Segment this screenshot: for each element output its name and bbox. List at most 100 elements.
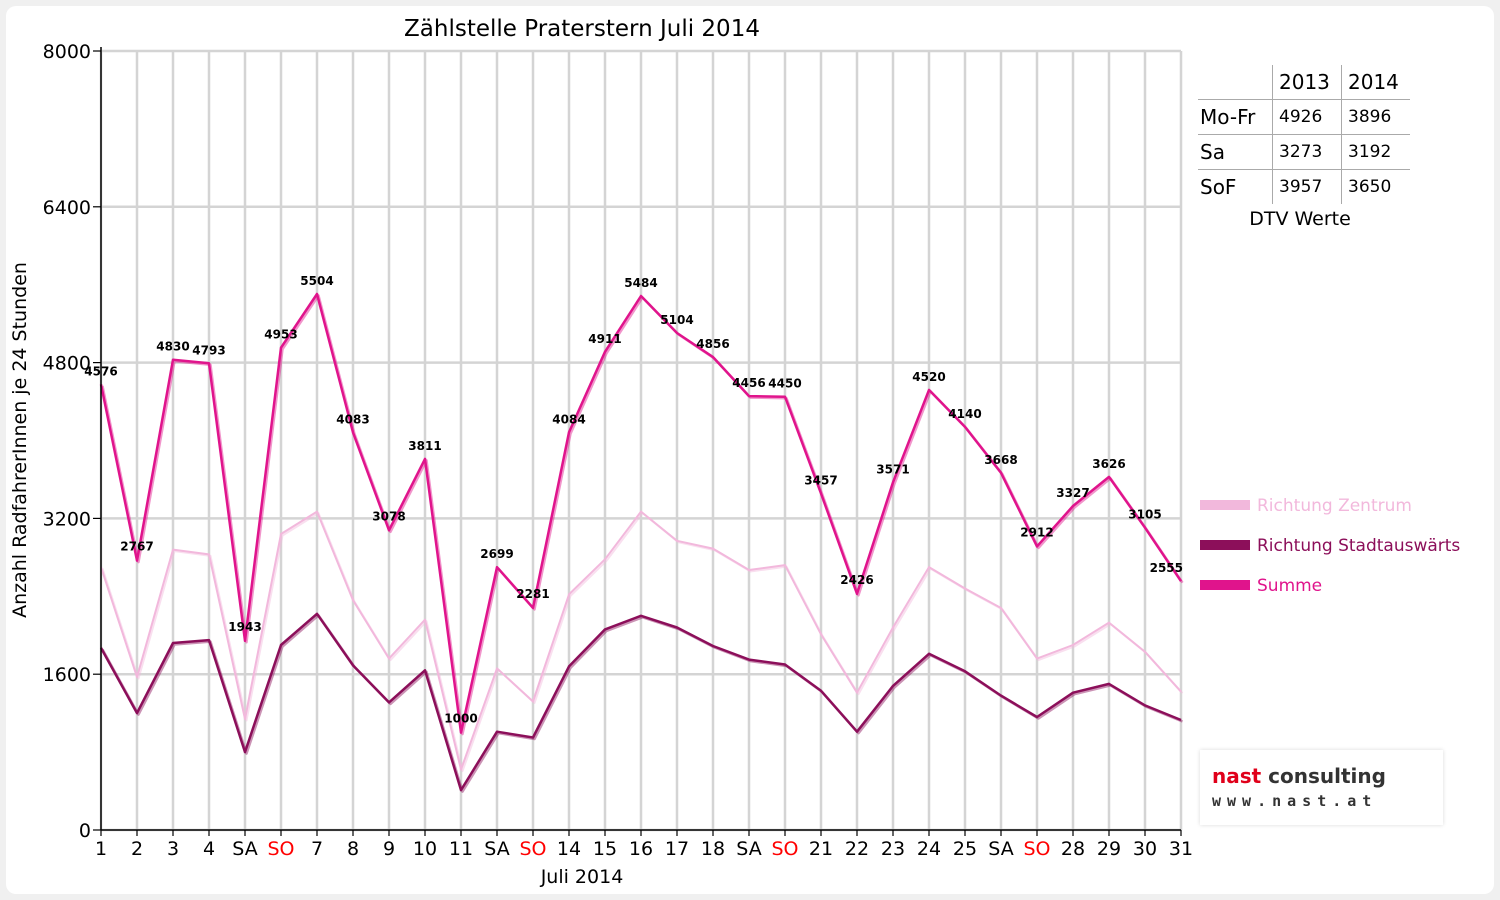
x-tick-label: SO [519, 838, 546, 860]
data-label: 5104 [660, 313, 693, 327]
legend-swatch [1200, 580, 1250, 590]
dtv-row-label: Mo-Fr [1198, 99, 1273, 135]
x-tick-label: SO [267, 838, 294, 860]
x-tick-label: 7 [311, 838, 323, 860]
x-tick-label: 4 [203, 838, 215, 860]
data-label: 4856 [696, 337, 729, 351]
dtv-value: 3192 [1341, 134, 1410, 170]
x-tick-labels: 1 2 3 4 SA SO 7 8 9 10 11 SA SO 14 15 16 17 18 SA SO 21 22 23 2… [95, 838, 1193, 860]
data-label: 4520 [912, 370, 945, 384]
x-tick-label: 8 [347, 838, 359, 860]
legend-swatch [1200, 540, 1250, 550]
data-label: 3668 [984, 453, 1017, 467]
data-label: 2555 [1150, 561, 1183, 575]
table-row: Mo-Fr 4926 3896 [1198, 99, 1410, 135]
x-tick-label: SO [1023, 838, 1050, 860]
dtv-caption: DTV Werte [1249, 208, 1351, 230]
nast-consulting-logo: nast consulting www.nast.at [1200, 750, 1443, 825]
x-tick-label: 18 [701, 838, 725, 860]
data-label: 2426 [840, 573, 873, 587]
data-label: 3457 [804, 473, 837, 487]
data-label: 4911 [588, 332, 621, 346]
dtv-header-2013: 2013 [1272, 65, 1342, 100]
dtv-value: 3957 [1272, 169, 1342, 204]
data-label: 4083 [336, 412, 369, 426]
x-tick-label: SA [484, 838, 509, 860]
data-label: 1943 [228, 620, 261, 634]
y-tick-label: 8000 [43, 41, 91, 63]
data-label: 4830 [156, 340, 189, 354]
dtv-corner-cell [1198, 65, 1273, 100]
data-label: 1000 [444, 712, 477, 726]
y-tick-label: 0 [79, 820, 91, 842]
x-tick-label: 11 [449, 838, 473, 860]
data-label: 5484 [624, 276, 657, 290]
dtv-row-label: Sa [1198, 134, 1273, 170]
data-label: 2281 [516, 587, 549, 601]
logo-url: www.nast.at [1212, 792, 1378, 810]
table-row: Sa 3273 3192 [1198, 134, 1410, 170]
series-line-2 [99, 292, 1183, 734]
x-tick-label: 30 [1133, 838, 1157, 860]
dtv-header-row: 2013 2014 [1198, 65, 1410, 100]
grid [99, 49, 1183, 832]
dtv-value: 3896 [1341, 99, 1410, 135]
data-label: 4953 [264, 328, 297, 342]
y-tick-label: 4800 [43, 353, 91, 375]
x-tick-label: 1 [95, 838, 107, 860]
data-label: 2699 [480, 547, 513, 561]
dtv-header-2014: 2014 [1341, 65, 1410, 100]
y-tick-label: 1600 [43, 664, 91, 686]
legend: Richtung Zentrum Richtung Stadtauswärts Su… [1200, 496, 1460, 596]
x-tick-label: 21 [809, 838, 833, 860]
x-tick-label: SO [771, 838, 798, 860]
x-tick-label: 31 [1169, 838, 1193, 860]
x-tick-label: 28 [1061, 838, 1085, 860]
data-label: 4084 [552, 412, 585, 426]
data-label: 3571 [876, 462, 909, 476]
series-line-0 [100, 510, 1182, 771]
x-tick-label: 23 [881, 838, 905, 860]
legend-label: Summe [1257, 576, 1322, 596]
data-label: 4140 [948, 407, 981, 421]
series-line-1 [99, 612, 1182, 792]
x-tick-label: SA [988, 838, 1013, 860]
data-label: 3811 [408, 439, 441, 453]
legend-label: Richtung Stadtauswärts [1257, 536, 1460, 556]
legend-swatch [1200, 500, 1250, 510]
data-label: 4450 [768, 377, 801, 391]
x-tick-label: SA [736, 838, 761, 860]
x-tick-label: 29 [1097, 838, 1121, 860]
chart-title: Zählstelle Praterstern Juli 2014 [404, 16, 760, 42]
data-label: 5504 [300, 274, 333, 288]
x-tick-label: SA [232, 838, 257, 860]
y-tick-label: 3200 [43, 508, 91, 530]
logo-name: nast consulting [1212, 764, 1386, 788]
x-tick-label: 25 [953, 838, 977, 860]
data-label: 3327 [1056, 486, 1089, 500]
axes [93, 47, 1182, 836]
x-tick-label: 16 [629, 838, 653, 860]
x-tick-label: 15 [593, 838, 617, 860]
data-labels: 4576 2767 4830 4793 1943 4953 5504 4083 3078 3811… [84, 274, 1183, 726]
data-label: 4576 [84, 364, 117, 378]
series-line-shadow-2 [101, 294, 1184, 736]
x-tick-label: 2 [131, 838, 143, 860]
x-tick-label: 9 [383, 838, 395, 860]
y-tick-labels: 0 1600 3200 4800 6400 8000 [43, 41, 91, 842]
x-tick-label: 14 [557, 838, 581, 860]
data-label: 2767 [120, 540, 153, 554]
data-label: 4793 [192, 343, 225, 357]
logo-name-accent: nast [1212, 764, 1262, 788]
x-tick-label: 3 [167, 838, 179, 860]
x-tick-label: 22 [845, 838, 869, 860]
data-label: 3626 [1092, 457, 1125, 471]
x-tick-label: 24 [917, 838, 941, 860]
data-label: 2912 [1020, 525, 1053, 539]
data-label: 3105 [1128, 508, 1161, 522]
series-lines [99, 292, 1184, 793]
y-axis-title: Anzahl RadfahrerInnen je 24 Stunden [9, 262, 31, 618]
x-tick-label: 10 [413, 838, 437, 860]
dtv-value: 3273 [1272, 134, 1342, 170]
